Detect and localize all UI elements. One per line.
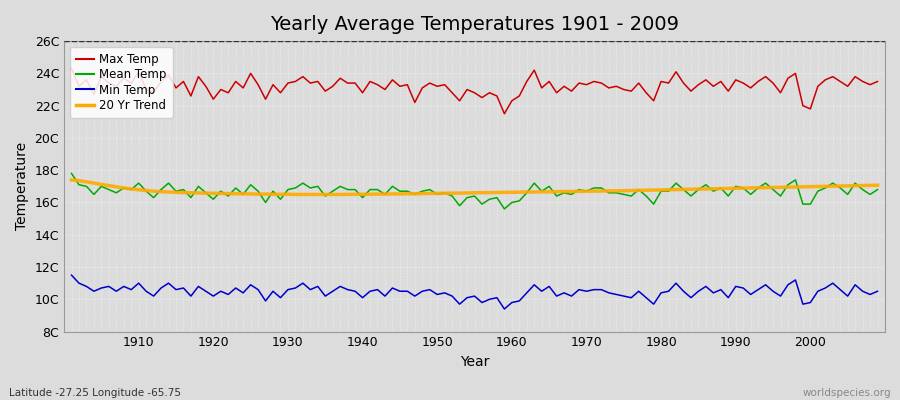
Text: worldspecies.org: worldspecies.org bbox=[803, 388, 891, 398]
Legend: Max Temp, Mean Temp, Min Temp, 20 Yr Trend: Max Temp, Mean Temp, Min Temp, 20 Yr Tre… bbox=[70, 47, 173, 118]
Y-axis label: Temperature: Temperature bbox=[15, 142, 29, 230]
Text: Latitude -27.25 Longitude -65.75: Latitude -27.25 Longitude -65.75 bbox=[9, 388, 181, 398]
Title: Yearly Average Temperatures 1901 - 2009: Yearly Average Temperatures 1901 - 2009 bbox=[270, 15, 679, 34]
X-axis label: Year: Year bbox=[460, 355, 490, 369]
